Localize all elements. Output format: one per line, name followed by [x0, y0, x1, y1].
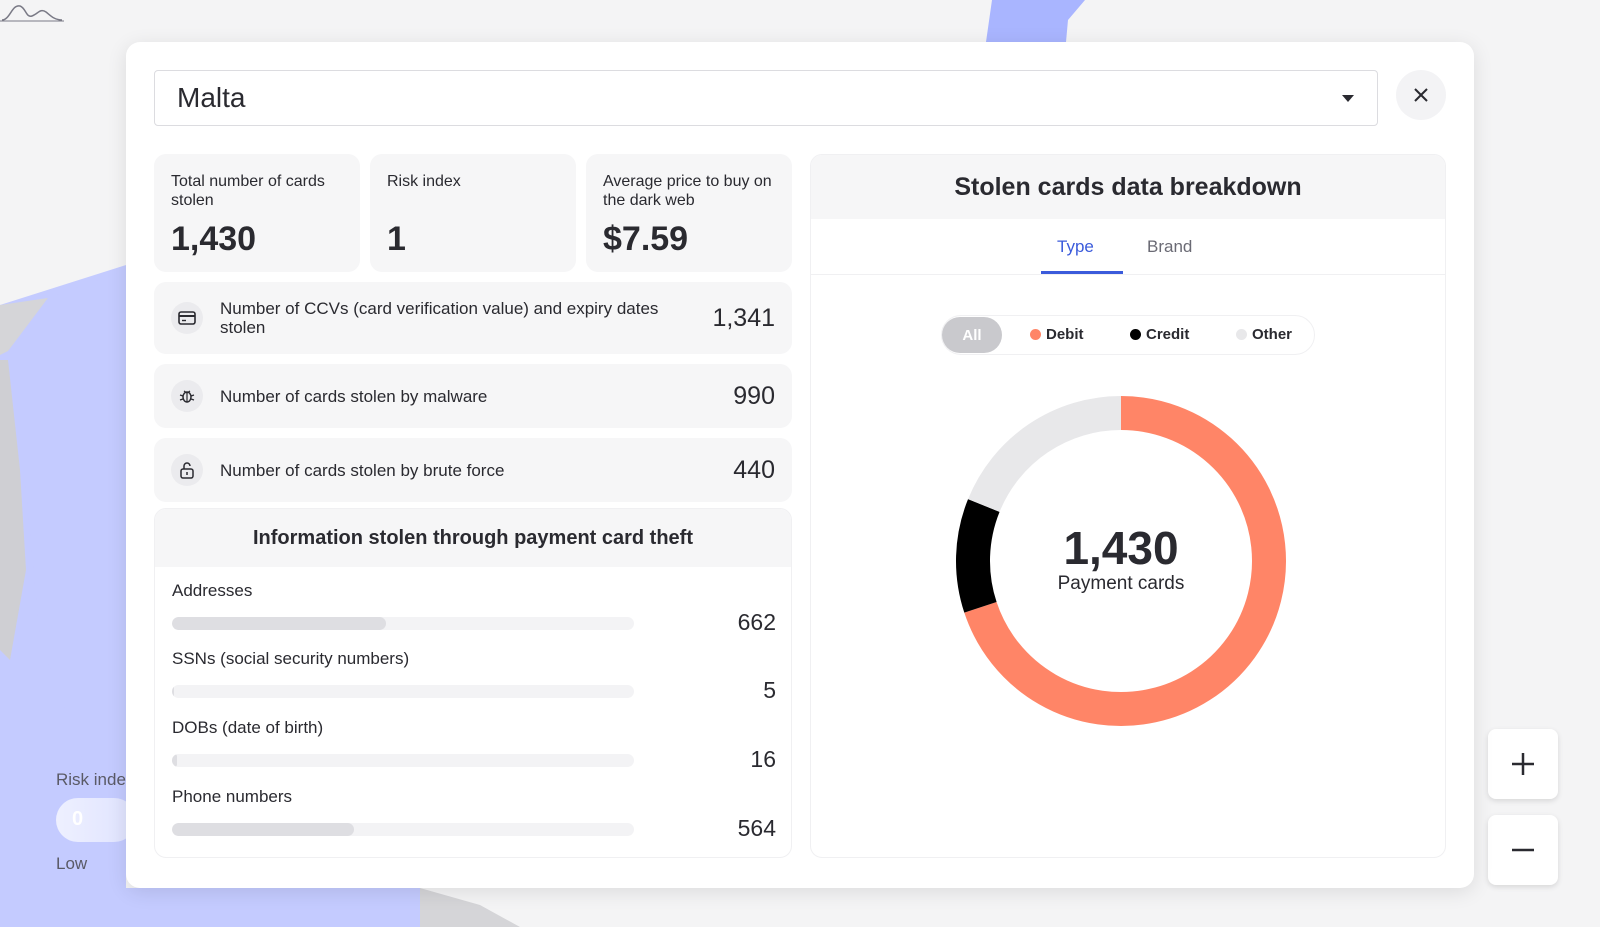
filter-all-button[interactable]: All — [942, 317, 1002, 353]
bar-track — [172, 823, 634, 836]
close-icon — [1414, 88, 1428, 102]
stat-value: 1,430 — [171, 220, 257, 258]
bar-label: SSNs (social security numbers) — [172, 649, 410, 668]
active-tab-indicator — [1041, 271, 1123, 274]
breakdown-tabs: Type Brand — [811, 219, 1445, 275]
row-label: Number of cards stolen by malware — [220, 386, 488, 406]
bar-track — [172, 685, 634, 698]
zoom-out-button[interactable] — [1488, 815, 1558, 885]
bar-label: Phone numbers — [172, 787, 293, 806]
breakdown-title: Stolen cards data breakdown — [811, 155, 1445, 219]
bar-label: Addresses — [172, 581, 253, 600]
bar-value: 16 — [750, 746, 776, 772]
risk-legend-low: Low — [56, 854, 88, 873]
filter-credit[interactable]: Credit — [1130, 326, 1189, 343]
bar-item-dobs: DOBs (date of birth) 16 — [172, 718, 776, 772]
credit-card-icon — [171, 302, 203, 334]
donut-slice-other[interactable] — [968, 396, 1122, 513]
bar-item-phone-numbers: Phone numbers 564 — [172, 787, 776, 841]
bar-value: 5 — [763, 677, 776, 703]
row-label: Number of CCVs (card verification value)… — [220, 299, 659, 337]
risk-legend-pill[interactable]: 0 — [56, 798, 136, 842]
debit-dot-icon — [1030, 329, 1041, 340]
filter-debit[interactable]: Debit — [1030, 326, 1084, 343]
row-malware: Number of cards stolen by malware 990 — [154, 364, 792, 428]
tab-brand[interactable]: Brand — [1147, 237, 1193, 256]
credit-dot-icon — [1130, 329, 1141, 340]
stat-card-average-price: Average price to buy on the dark web $7.… — [586, 154, 792, 272]
bar-fill — [172, 754, 178, 767]
row-value: 1,341 — [712, 303, 775, 332]
tab-type[interactable]: Type — [1057, 237, 1094, 256]
unlock-icon — [171, 454, 203, 486]
bar-fill — [172, 685, 174, 698]
payment-cards-donut-chart — [956, 396, 1286, 726]
donut-slice-credit[interactable] — [956, 499, 1000, 613]
bar-item-ssns: SSNs (social security numbers) 5 — [172, 649, 776, 703]
filter-other[interactable]: Other — [1236, 326, 1292, 343]
filter-label: Debit — [1046, 326, 1084, 343]
donut-total-value: 1,430 — [1063, 522, 1179, 574]
bar-value: 662 — [737, 609, 776, 635]
filter-label: Other — [1252, 326, 1293, 343]
row-value: 990 — [733, 381, 775, 410]
information-stolen-panel: Information stolen through payment card … — [154, 508, 792, 858]
close-button[interactable] — [1396, 70, 1446, 120]
bar-fill — [172, 823, 355, 836]
bug-icon — [171, 380, 203, 412]
filter-label: Credit — [1146, 326, 1190, 343]
country-select-value: Malta — [177, 82, 246, 113]
other-dot-icon — [1236, 329, 1247, 340]
bar-label: DOBs (date of birth) — [172, 718, 324, 737]
bar-fill — [172, 617, 386, 630]
row-label: Number of cards stolen by brute force — [220, 460, 505, 480]
row-value: 440 — [733, 455, 775, 484]
donut-total-caption: Payment cards — [1057, 573, 1185, 594]
plus-icon — [1512, 753, 1534, 775]
wave-logo-icon — [0, 5, 64, 22]
type-filter-group: All Debit Credit Other — [941, 315, 1315, 355]
breakdown-panel: Stolen cards data breakdown Type Brand A… — [810, 154, 1446, 858]
bar-item-addresses: Addresses 662 — [172, 581, 776, 635]
row-brute-force: Number of cards stolen by brute force 44… — [154, 438, 792, 502]
zoom-in-button[interactable] — [1488, 729, 1558, 799]
donut-center-label: 1,430 Payment cards — [951, 391, 1291, 731]
donut-slice-debit[interactable] — [964, 396, 1286, 726]
stat-label: Total number of cards stolen — [171, 173, 325, 209]
bar-track — [172, 754, 634, 767]
risk-legend-title: Risk inde — [56, 770, 126, 789]
information-stolen-title: Information stolen through payment card … — [155, 509, 791, 567]
bar-value: 564 — [737, 815, 776, 841]
minus-icon — [1512, 848, 1534, 852]
stat-label: Risk index — [387, 173, 461, 190]
country-details-modal: Malta Total number of cards stolen 1,430… — [126, 42, 1474, 888]
stat-label: Average price to buy on the dark web — [603, 173, 772, 209]
stat-card-total-cards: Total number of cards stolen 1,430 — [154, 154, 360, 272]
bar-track — [172, 617, 634, 630]
row-ccv-expiry: Number of CCVs (card verification value)… — [154, 282, 792, 354]
stat-value: 1 — [387, 220, 406, 258]
stat-value: $7.59 — [603, 220, 689, 258]
stat-card-risk-index: Risk index 1 — [370, 154, 576, 272]
caret-down-icon — [1342, 95, 1354, 102]
country-select[interactable]: Malta — [154, 70, 1378, 126]
